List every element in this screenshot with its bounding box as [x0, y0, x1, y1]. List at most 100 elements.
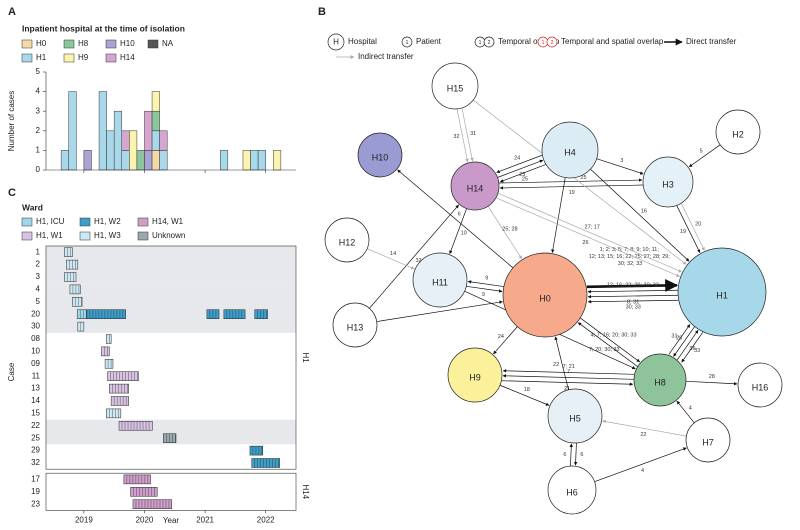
legend-label: H1, W2	[94, 217, 121, 226]
bar	[60, 150, 69, 171]
bar	[151, 150, 160, 171]
row-shading	[46, 258, 296, 271]
case-label: 17	[31, 475, 40, 484]
y-axis-label: Number of cases	[7, 91, 16, 151]
node-label: H14	[467, 183, 484, 193]
hospital-node	[737, 362, 783, 408]
hospital-node	[450, 161, 500, 211]
ward-stay	[123, 474, 151, 485]
bar	[98, 91, 107, 171]
legend-icon	[327, 33, 345, 51]
hospital-node	[541, 121, 599, 179]
indirect-transfer	[461, 107, 474, 162]
indirect-transfer	[472, 99, 687, 265]
legend-label: Indirect transfer	[358, 52, 414, 61]
edge-label: 25	[580, 175, 586, 181]
legend-label: Temporal overlap	[498, 37, 560, 46]
node-label: H4	[564, 147, 576, 157]
edge-label: 31	[671, 333, 677, 339]
direct-transfer	[587, 289, 678, 294]
edge-label: 7; 20; 30; 33	[589, 347, 620, 353]
y-tick-label: 1	[36, 146, 41, 155]
y-tick-label: 5	[36, 67, 41, 76]
y-tick-label: 3	[36, 106, 41, 115]
legend-icon	[483, 36, 495, 48]
indirect-transfer	[495, 197, 680, 277]
indirect-transfer	[367, 248, 415, 270]
direct-transfer	[449, 208, 467, 255]
edge-label: 33	[694, 348, 700, 354]
ward-stay	[254, 309, 268, 319]
legend-swatch	[147, 39, 159, 49]
panel-letter: B	[318, 6, 326, 18]
direct-transfer	[586, 278, 679, 292]
case-label: 32	[31, 458, 40, 467]
direct-transfer	[590, 168, 690, 262]
ward-stay	[104, 359, 114, 369]
legend-swatch	[137, 217, 149, 227]
edge-label: 4	[689, 406, 692, 412]
edge-label: 27; 17	[585, 225, 600, 231]
node-label: H15	[447, 83, 464, 93]
node-label: H6	[566, 487, 578, 497]
edge-label: 30; 33	[626, 304, 641, 310]
hospital-node	[715, 109, 761, 155]
legend-label: H8	[78, 39, 89, 48]
hospital-node	[324, 217, 370, 263]
edges: 624232519195316193233991; 2; 3; 5; 7; 8;…	[367, 99, 738, 483]
legend-label: Unknown	[152, 231, 185, 240]
x-tick-label: 2020	[136, 516, 154, 525]
legend-icon	[546, 36, 558, 48]
legend-swatch	[63, 39, 75, 49]
node-label: H2	[732, 129, 744, 139]
legend-swatch	[137, 231, 149, 241]
legend-label: H1, W1	[36, 231, 63, 240]
edge-label: 8; 31	[627, 299, 639, 305]
edge-label: 10	[461, 231, 467, 237]
bar	[129, 130, 138, 171]
case-label: 14	[31, 396, 40, 405]
edge-label: 7; 21	[563, 364, 575, 370]
case-label: 3	[36, 272, 41, 281]
legend-swatch	[21, 39, 33, 49]
direct-transfer	[496, 154, 543, 173]
legend-swatch	[79, 231, 91, 241]
bar	[273, 150, 282, 171]
node-label: H9	[469, 372, 481, 382]
direct-transfer	[673, 326, 695, 357]
legend-icon-label: 1	[406, 40, 409, 46]
edge-label: 5	[700, 148, 703, 154]
case-label: 29	[31, 446, 40, 455]
legend-label: H9	[78, 53, 89, 62]
hospital-node	[642, 156, 694, 208]
legend-label: NA	[162, 39, 174, 48]
edge-label: 22	[640, 432, 646, 438]
indirect-transfer	[602, 419, 687, 437]
bar	[242, 150, 251, 171]
direct-transfer	[681, 332, 704, 363]
facet-frame	[45, 472, 297, 511]
edge-label: 4; 7; 16; 20; 30; 33	[591, 333, 637, 339]
edge-label: 24	[498, 334, 504, 340]
bar	[159, 130, 168, 151]
direct-transfer	[580, 317, 641, 363]
row-shading	[46, 320, 296, 333]
ward-stay	[72, 297, 83, 307]
ward-stay	[106, 408, 122, 419]
case-label: 19	[31, 487, 40, 496]
indirect-transfer	[456, 108, 469, 163]
hospital-node	[357, 132, 403, 178]
legend-icon	[401, 36, 413, 48]
direct-transfer	[501, 380, 634, 386]
chart-title: Ward	[22, 202, 43, 212]
edge-label: 9	[485, 276, 488, 282]
edge-label: 31	[470, 131, 476, 137]
legend-swatch	[21, 53, 33, 63]
case-label: 08	[31, 334, 40, 343]
edge-label: 20	[695, 222, 701, 228]
hospital-node	[547, 388, 603, 444]
y-tick-label: 4	[36, 87, 41, 96]
case-label: 2	[36, 260, 41, 269]
facet-label: H1	[301, 352, 310, 363]
edge-label: 16	[641, 208, 647, 214]
